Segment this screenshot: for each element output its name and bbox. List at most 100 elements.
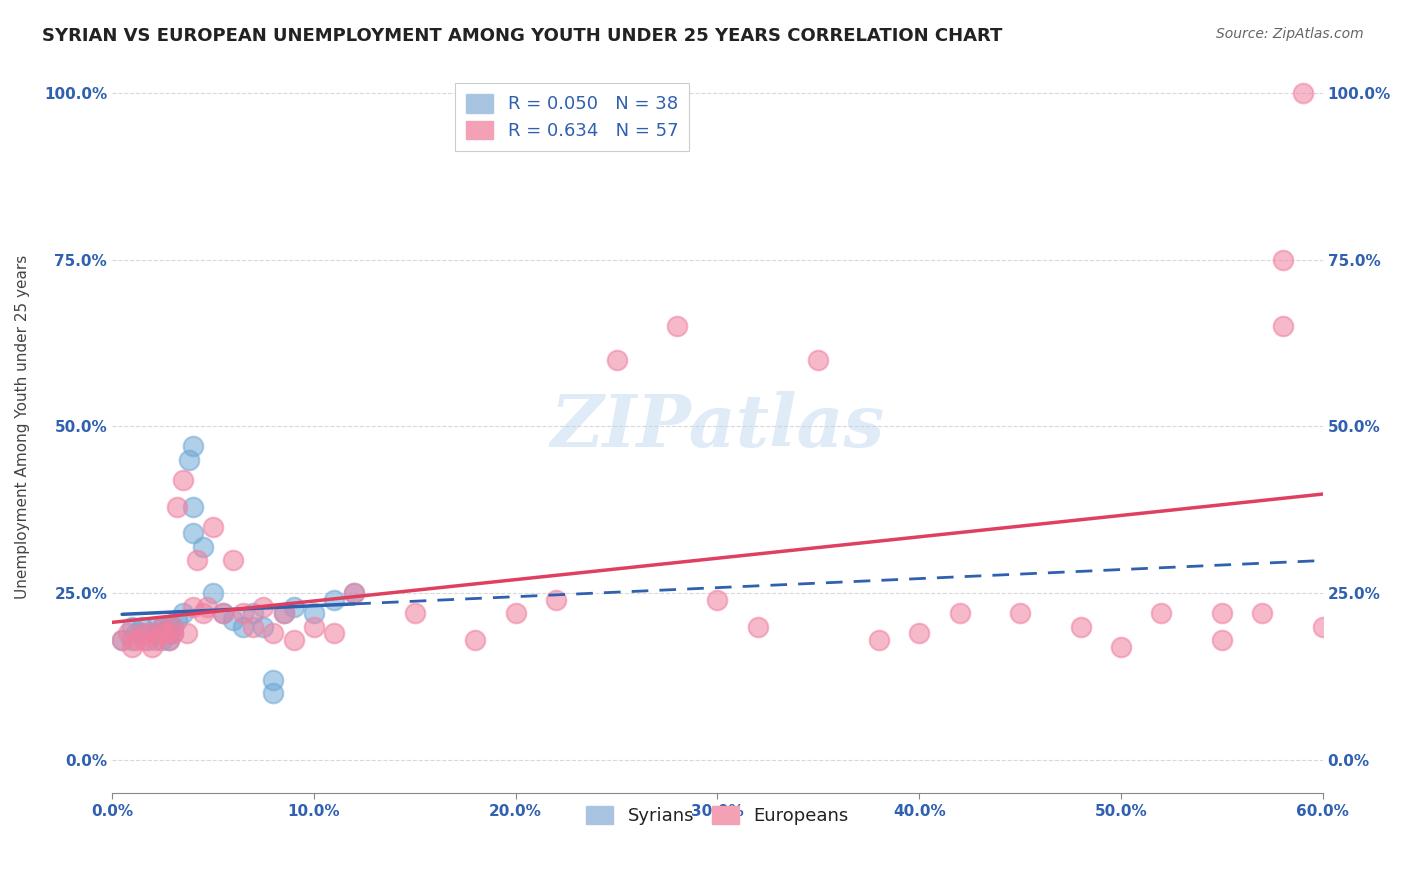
Point (186, 553, 208, 567)
Point (117, 626, 139, 640)
Point (152, 626, 174, 640)
Point (136, 626, 159, 640)
Point (176, 626, 198, 640)
Point (141, 626, 163, 640)
Point (195, 599, 218, 614)
Text: SYRIAN VS EUROPEAN UNEMPLOYMENT AMONG YOUTH UNDER 25 YEARS CORRELATION CHART: SYRIAN VS EUROPEAN UNEMPLOYMENT AMONG YO… (42, 27, 1002, 45)
Point (1010, 606, 1032, 620)
Point (181, 599, 204, 614)
Point (404, 606, 426, 620)
Point (283, 632, 305, 647)
Point (343, 586, 366, 600)
Point (544, 593, 567, 607)
Point (155, 626, 177, 640)
Point (222, 613, 245, 627)
Point (166, 613, 188, 627)
Point (191, 606, 214, 620)
Point (252, 599, 274, 614)
Point (212, 606, 235, 620)
Point (606, 352, 628, 367)
Point (252, 619, 274, 633)
Point (191, 540, 214, 554)
Point (706, 593, 728, 607)
Point (131, 626, 153, 640)
Point (162, 626, 184, 640)
Point (302, 619, 325, 633)
Point (134, 632, 156, 647)
Point (172, 473, 194, 487)
Point (1271, 252, 1294, 267)
Point (868, 632, 890, 647)
Point (157, 632, 180, 647)
Point (157, 626, 180, 640)
Point (747, 619, 769, 633)
Point (162, 619, 184, 633)
Point (152, 632, 174, 647)
Point (152, 619, 174, 633)
Legend: Syrians, Europeans: Syrians, Europeans (575, 795, 859, 836)
Point (111, 632, 134, 647)
Point (201, 586, 224, 600)
Point (1292, 86, 1315, 100)
Point (136, 632, 159, 647)
Point (343, 586, 366, 600)
Point (181, 440, 204, 454)
Point (145, 619, 167, 633)
Point (172, 606, 194, 620)
Point (1271, 319, 1294, 334)
Point (302, 606, 325, 620)
Point (121, 632, 143, 647)
Point (807, 352, 830, 367)
Point (201, 519, 224, 533)
Point (152, 619, 174, 633)
Point (1312, 619, 1334, 633)
Point (131, 626, 153, 640)
Point (232, 606, 254, 620)
Point (181, 500, 204, 514)
Point (505, 606, 527, 620)
Point (273, 606, 295, 620)
Point (262, 686, 284, 700)
Point (166, 500, 188, 514)
Point (1251, 606, 1274, 620)
Point (141, 640, 163, 654)
Point (121, 619, 143, 633)
Point (111, 632, 134, 647)
Point (242, 619, 264, 633)
Point (1070, 619, 1092, 633)
Point (181, 526, 204, 541)
Point (121, 640, 143, 654)
Point (666, 319, 689, 334)
Text: ZIPatlas: ZIPatlas (550, 391, 884, 462)
Text: Source: ZipAtlas.com: Source: ZipAtlas.com (1216, 27, 1364, 41)
Point (157, 619, 180, 633)
Point (177, 453, 200, 467)
Point (1150, 606, 1173, 620)
Point (464, 632, 486, 647)
Point (1211, 632, 1233, 647)
Point (125, 632, 148, 647)
Point (157, 632, 180, 647)
Point (908, 626, 931, 640)
Point (323, 593, 346, 607)
Point (262, 673, 284, 687)
Point (145, 632, 167, 647)
Point (152, 626, 174, 640)
Point (1211, 606, 1233, 620)
Point (262, 626, 284, 640)
Point (273, 606, 295, 620)
Point (162, 626, 184, 640)
Point (162, 619, 184, 633)
Point (222, 553, 245, 567)
Point (212, 606, 235, 620)
Point (125, 626, 148, 640)
Point (323, 626, 346, 640)
Point (242, 606, 264, 620)
Point (1109, 640, 1132, 654)
Point (232, 619, 254, 633)
Y-axis label: Unemployment Among Youth under 25 years: Unemployment Among Youth under 25 years (15, 254, 30, 599)
Point (131, 619, 153, 633)
Point (949, 606, 972, 620)
Point (145, 626, 167, 640)
Point (283, 599, 305, 614)
